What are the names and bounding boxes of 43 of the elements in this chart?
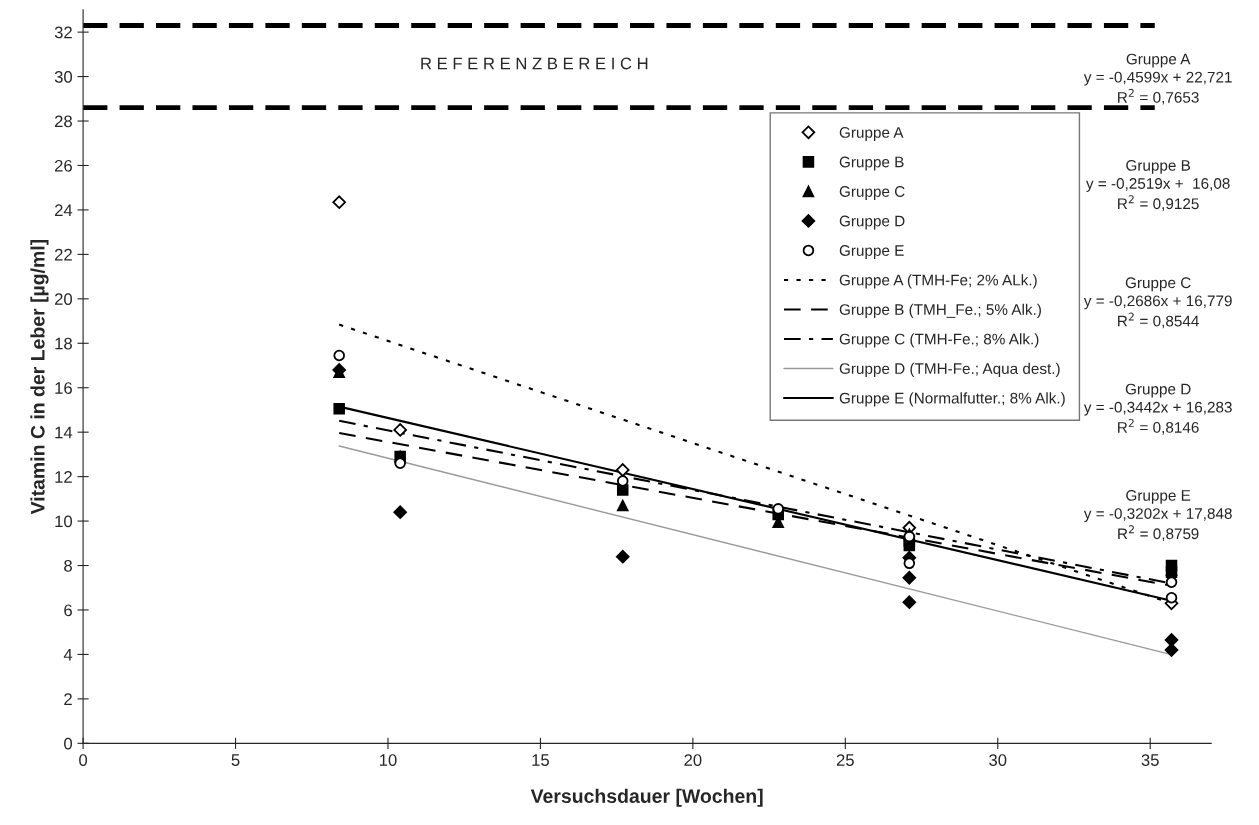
y-tick-label: 6 [64, 604, 72, 617]
y-tick-label: 8 [64, 559, 72, 572]
legend-label: Gruppe D [839, 215, 905, 230]
annotation: Gruppe A y = -0,4599x + 22,721 R$^{2}$ = 0,7653 [1083, 53, 1232, 105]
x-tick-label: 35 [1141, 754, 1159, 766]
x-tick-label: 0 [79, 754, 88, 766]
legend-label: Gruppe B [839, 156, 904, 171]
annotation: Gruppe C y = -0,2686x + 16,779 R$^{2}$ = 0,8544 [1083, 277, 1232, 329]
x-axis-title: Versuchsdauer [Wochen] [530, 788, 763, 807]
y-tick-label: 30 [54, 70, 73, 83]
x-tick-label: 20 [684, 754, 702, 766]
legend-label: Gruppe E (Normalfutter.; 8% Alk.) [839, 392, 1065, 407]
legend-label: Gruppe E [839, 245, 904, 259]
y-tick-label: 32 [54, 26, 72, 39]
y-tick-label: 22 [54, 248, 72, 261]
y-tick-label: 24 [54, 204, 73, 216]
y-tick-label: 20 [54, 293, 73, 306]
legend-label: Gruppe C [839, 186, 905, 200]
y-tick-label: 10 [55, 515, 73, 528]
legend-label: Gruppe D (TMH-Fe.; Aqua dest.) [839, 362, 1060, 378]
annotation: Gruppe B y = -0,2519x + 16,08 R$^{2}$ = 0,9125 [1085, 159, 1230, 211]
annotation: Gruppe E y = -0,3202x + 17,848 R$^{2}$ = 0,8759 [1083, 490, 1232, 541]
legend-label: Gruppe A (TMH-Fe; 2% ALk.) [839, 274, 1037, 289]
legend-label: Gruppe C (TMH-Fe.; 8% Alk.) [839, 333, 1039, 348]
annotation: R E F E R E N Z B E R E I C H [421, 57, 648, 70]
y-tick-label: 16 [55, 382, 72, 394]
y-axis-title: Vitamin C in der Leber [µg/ml] [30, 239, 49, 515]
legend-label: Gruppe B (TMH_Fe.; 5% Alk.) [839, 303, 1041, 318]
y-tick-label: 0 [64, 737, 73, 750]
y-tick-label: 12 [55, 471, 72, 483]
annotation: Gruppe D y = -0,3442x + 16,283 R$^{2}$ = 0,8146 [1083, 383, 1232, 435]
x-tick-label: 15 [532, 754, 549, 766]
y-tick-label: 18 [55, 337, 72, 350]
legend-label: Gruppe A [839, 127, 904, 141]
y-tick-label: 28 [54, 115, 72, 128]
y-tick-label: 4 [63, 649, 73, 661]
y-tick-label: 2 [64, 693, 72, 705]
x-tick-label: 10 [379, 754, 397, 766]
y-tick-label: 26 [54, 159, 72, 172]
y-tick-label: 14 [55, 426, 73, 439]
x-tick-label: 5 [231, 754, 240, 766]
x-tick-label: 25 [836, 754, 854, 766]
x-tick-label: 30 [989, 754, 1007, 766]
